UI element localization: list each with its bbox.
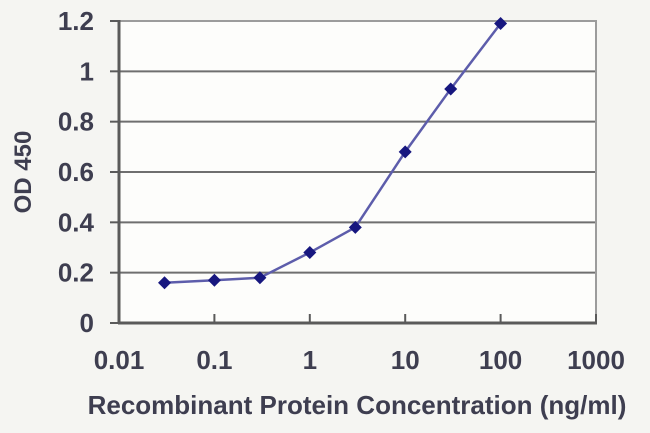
data-point-marker xyxy=(444,82,458,96)
plot-layer: 0 0.2 0.4 0.6 0.8 1 1.2 0.01 0.1 1 10 100 1000 xyxy=(58,6,625,375)
data-series-line xyxy=(164,22,502,284)
y-tick-label: 1.2 xyxy=(58,6,94,36)
x-tick-label: 100 xyxy=(479,345,522,375)
y-tick-label: 0 xyxy=(80,308,94,338)
x-tick-label: 0.01 xyxy=(94,345,145,375)
data-point-marker xyxy=(494,17,508,31)
y-tick-label: 0.4 xyxy=(58,207,95,237)
y-tick-label: 0.2 xyxy=(58,258,94,288)
y-tick-label: 0.8 xyxy=(58,107,94,137)
x-axis-title: Recombinant Protein Concentration (ng/ml… xyxy=(88,390,627,420)
data-point-marker xyxy=(398,145,412,159)
data-point-marker xyxy=(158,276,172,290)
data-point-marker xyxy=(303,246,317,260)
data-point-marker xyxy=(253,271,267,285)
x-tick-label: 1000 xyxy=(567,345,625,375)
data-point-marker xyxy=(348,220,362,234)
data-point-marker xyxy=(207,273,221,287)
x-tick-label: 10 xyxy=(391,345,420,375)
x-tick-label: 0.1 xyxy=(196,345,232,375)
y-tick-label: 1 xyxy=(80,56,94,86)
y-axis-title: OD 450 xyxy=(10,131,37,214)
y-tick-label: 0.6 xyxy=(58,157,94,187)
x-tick-label: 1 xyxy=(303,345,317,375)
